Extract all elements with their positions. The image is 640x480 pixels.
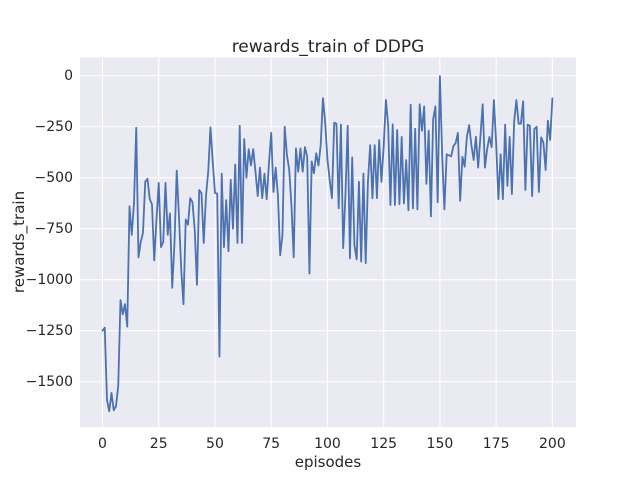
y-tick-label: −1000 [25, 271, 73, 288]
y-tick-label: −1500 [25, 373, 73, 390]
y-tick-label: −250 [34, 118, 73, 135]
x-tick-label: 25 [149, 436, 168, 452]
x-tick-label: 125 [370, 436, 398, 452]
x-tick-label: 50 [206, 436, 224, 452]
x-tick-label: 175 [482, 436, 510, 452]
x-axis-label: episodes [294, 453, 362, 471]
x-tick-label: 75 [262, 436, 281, 452]
x-tick-label: 100 [314, 436, 341, 452]
x-tick-label: 150 [426, 436, 454, 452]
y-tick-label: −1250 [25, 322, 73, 339]
data-line-rewards-train [101, 75, 554, 413]
y-tick-label: −750 [34, 220, 73, 237]
y-tick-label: 0 [64, 67, 73, 84]
y-tick-label: −500 [34, 169, 73, 186]
chart-title: rewards_train of DDPG [231, 37, 425, 57]
x-tick-label: 200 [539, 436, 566, 452]
x-tick-label: 0 [98, 436, 107, 452]
